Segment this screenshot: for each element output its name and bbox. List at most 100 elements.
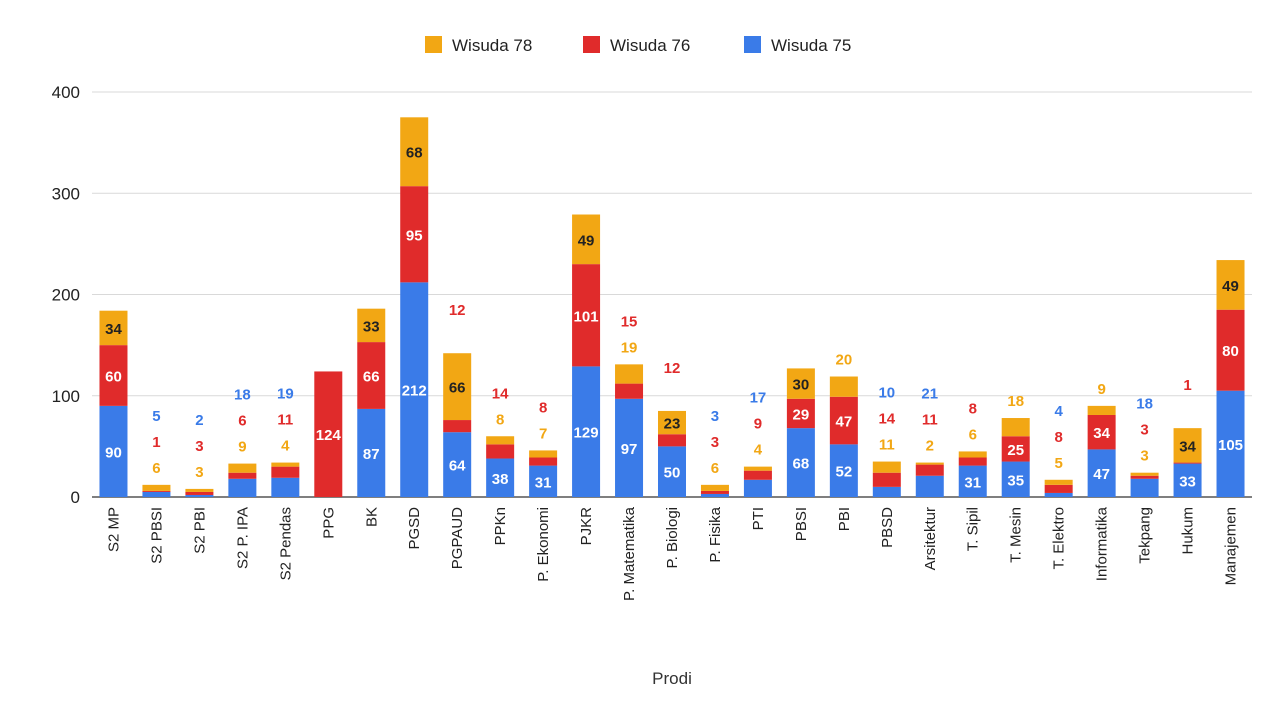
y-tick-label: 200 [52, 286, 80, 305]
bar-value-label: 6 [152, 460, 160, 477]
bar-segment [743, 479, 772, 497]
x-tick-label: P. Biologi [664, 507, 681, 568]
x-tick-label: Arsitektur [922, 507, 939, 570]
bar-segment [572, 366, 601, 497]
bar-value-label: 47 [836, 414, 853, 431]
bar-segment [872, 486, 901, 497]
bar-value-label: 5 [1054, 455, 1062, 472]
bar-segment [1087, 414, 1116, 450]
bar-segment [829, 444, 858, 497]
bar-value-label: 2 [195, 412, 203, 429]
bar-segment [142, 484, 171, 491]
bar-value-label: 19 [277, 386, 294, 403]
x-tick-label: PTI [750, 507, 767, 530]
x-axis-label: Prodi [652, 669, 692, 688]
legend-swatch [583, 36, 600, 53]
bar-segment [1216, 260, 1245, 310]
bar-segment [829, 376, 858, 397]
bar-segment [1087, 449, 1116, 497]
bar-segment [357, 408, 386, 497]
x-tick-label: T. Elektro [1051, 507, 1068, 570]
bar-segment [486, 458, 515, 497]
x-tick-label: BK [363, 507, 380, 527]
bar-value-label: 3 [195, 438, 203, 455]
bar-segment [743, 466, 772, 471]
bar-segment [1216, 390, 1245, 497]
bar-segment [615, 398, 644, 497]
bar-value-label: 9 [238, 439, 246, 456]
y-tick-label: 400 [52, 83, 80, 102]
bar-segment [486, 444, 515, 459]
bar-value-label: 8 [969, 400, 977, 417]
bar-segment [1216, 309, 1245, 391]
legend-swatch [425, 36, 442, 53]
bar-value-label: 90 [105, 444, 122, 461]
bar-value-label: 34 [1179, 438, 1196, 455]
bar-value-label: 10 [878, 385, 895, 402]
bar-value-label: 21 [921, 386, 938, 403]
bar-value-label: 4 [1054, 403, 1063, 420]
bar-segment [400, 186, 429, 283]
x-tick-label: S2 PBI [191, 507, 208, 554]
bar-segment [142, 490, 171, 492]
x-tick-label: T. Mesin [1008, 507, 1025, 563]
bar-value-label: 3 [1140, 448, 1148, 465]
bar-value-label: 8 [1054, 429, 1062, 446]
legend: Wisuda 78 Wisuda 76 Wisuda 75 [425, 36, 851, 55]
x-tick-label: PGSD [406, 507, 423, 550]
bar-value-label: 66 [449, 380, 466, 397]
bar-segment [615, 383, 644, 399]
bar-value-label: 49 [1222, 278, 1239, 295]
bar-value-label: 29 [793, 406, 810, 423]
bar-value-label: 11 [277, 412, 293, 429]
bar-value-label: 19 [621, 339, 638, 356]
bar-segment [958, 465, 987, 497]
y-tick-label: 100 [52, 387, 80, 406]
legend-label: Wisuda 75 [771, 36, 851, 55]
bar-segment [958, 457, 987, 466]
bar-value-label: 2 [926, 438, 934, 455]
x-tick-label: S2 PBSI [148, 507, 165, 564]
bar-segment [1044, 492, 1073, 497]
bar-segment [142, 491, 171, 497]
bar-value-label: 80 [1222, 343, 1239, 360]
bar-value-label: 47 [1093, 466, 1110, 483]
x-tick-label: PGPAUD [449, 507, 466, 569]
bar-value-label: 14 [492, 385, 509, 402]
bar-segment [615, 364, 644, 384]
x-tick-label: PBSD [879, 507, 896, 548]
bar-value-label: 6 [238, 413, 246, 430]
bar-segment [572, 264, 601, 367]
bar-segment [185, 488, 214, 492]
x-tick-label: P. Matematika [621, 506, 638, 601]
bar-segment [1173, 463, 1202, 497]
bar-segment [228, 463, 257, 473]
bar-value-label: 52 [836, 464, 853, 481]
bar-segment [1173, 428, 1202, 463]
bar-segment [1001, 418, 1030, 437]
bar-value-label: 3 [711, 408, 719, 425]
bar-segment [486, 436, 515, 445]
bar-value-label: 33 [363, 318, 380, 335]
bar-value-label: 25 [1007, 442, 1024, 459]
bar-value-label: 50 [664, 465, 681, 482]
bar-segment [228, 472, 257, 479]
bar-value-label: 15 [621, 313, 638, 330]
bar-segment [357, 308, 386, 343]
bar-segment [99, 405, 128, 497]
bar-value-label: 18 [234, 387, 251, 404]
bar-value-label: 68 [406, 145, 423, 162]
legend-swatch [744, 36, 761, 53]
data-labels: 9060345162331869191141248766332129568641… [105, 145, 1243, 492]
bar-segment [786, 428, 815, 497]
x-tick-label: P. Ekonomi [535, 507, 552, 582]
bar-value-label: 30 [793, 377, 810, 394]
bar-segment [915, 462, 944, 465]
bar-value-label: 34 [1093, 425, 1110, 442]
bar-segment [529, 465, 558, 497]
bar-value-label: 12 [449, 302, 466, 319]
bar-segment [529, 450, 558, 458]
bar-value-label: 66 [363, 369, 380, 386]
bar-value-label: 23 [664, 416, 681, 433]
bar-value-label: 11 [879, 437, 895, 454]
